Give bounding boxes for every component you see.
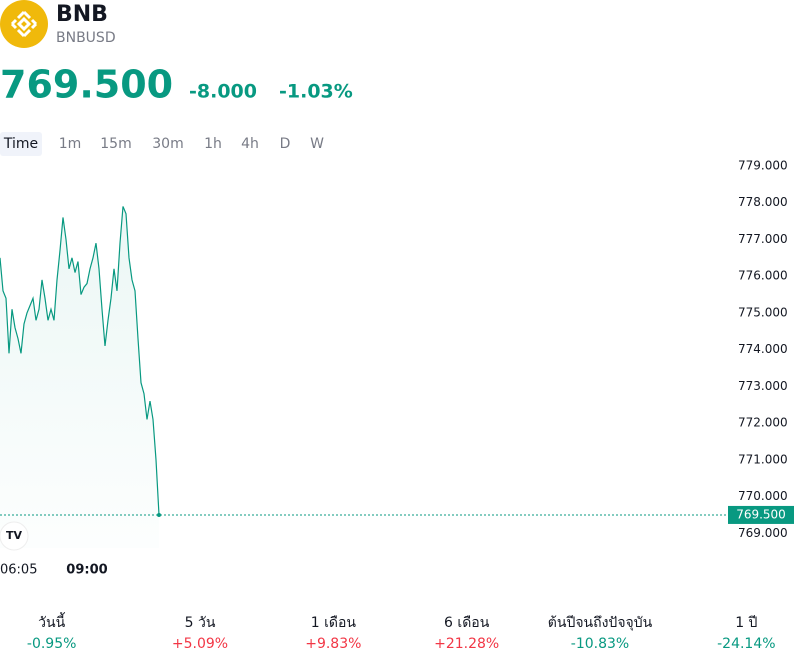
y-tick-label: 778.000 xyxy=(738,195,788,209)
y-tick-label: 772.000 xyxy=(738,416,788,430)
asset-symbol: BNBUSD xyxy=(56,30,116,46)
period-label: วันนี้ xyxy=(38,612,66,631)
change-pct: -1.03% xyxy=(279,81,353,103)
period-label: 6 เดือน xyxy=(444,615,490,631)
timeframe-tab[interactable]: 1h xyxy=(204,136,222,152)
area xyxy=(0,206,159,548)
asset-name: BNB xyxy=(56,2,108,27)
y-tick-label: 771.000 xyxy=(738,452,788,466)
last-price-box xyxy=(728,505,794,524)
price: 769.500 xyxy=(0,63,173,107)
last-price-label: 769.500 xyxy=(736,507,786,521)
x-tick-label: 06:05 xyxy=(0,563,37,578)
timeframe-tab[interactable]: D xyxy=(280,136,291,152)
tv-logo: TV xyxy=(0,521,29,551)
last-point xyxy=(157,512,161,517)
svg-text:TV: TV xyxy=(6,529,23,542)
period-change: -0.95% xyxy=(27,636,77,652)
y-tick-label: 777.000 xyxy=(738,232,788,246)
x-tick-label: 09:00 xyxy=(66,563,107,578)
price-line xyxy=(0,206,160,515)
period-change: +9.83% xyxy=(305,636,361,652)
period-change: -10.83% xyxy=(571,636,629,652)
period-label: 5 วัน xyxy=(185,615,216,631)
logo-mark xyxy=(10,10,38,38)
timeframe-tab[interactable]: W xyxy=(310,136,324,152)
timeframe-tab[interactable]: 30m xyxy=(152,136,183,152)
timeframe-tab[interactable]: 4h xyxy=(241,136,259,152)
change: -8.000 xyxy=(189,81,257,103)
y-tick-label: 773.000 xyxy=(738,379,788,393)
timeframe-tab[interactable]: 1m xyxy=(59,136,82,152)
y-tick-label: 779.000 xyxy=(738,159,788,173)
period-change: -24.14% xyxy=(717,636,775,652)
logo xyxy=(0,0,48,48)
period-label: 1 เดือน xyxy=(311,615,357,631)
y-tick-label: 775.000 xyxy=(738,305,788,319)
period-label: ต้นปีจนถึงปัจจุบัน xyxy=(548,615,653,631)
timeframe-tab[interactable]: Time xyxy=(3,136,38,152)
y-tick-label: 770.000 xyxy=(738,489,788,503)
period-change: +21.28% xyxy=(434,636,499,652)
timeframe-tab[interactable]: 15m xyxy=(100,136,131,152)
y-tick-label: 769.000 xyxy=(738,526,788,540)
tab-active-bg xyxy=(0,132,42,156)
y-tick-label: 776.000 xyxy=(738,269,788,283)
period-change: +5.09% xyxy=(172,636,228,652)
period-label: 1 ปี xyxy=(735,615,757,631)
y-tick-label: 774.000 xyxy=(738,342,788,356)
